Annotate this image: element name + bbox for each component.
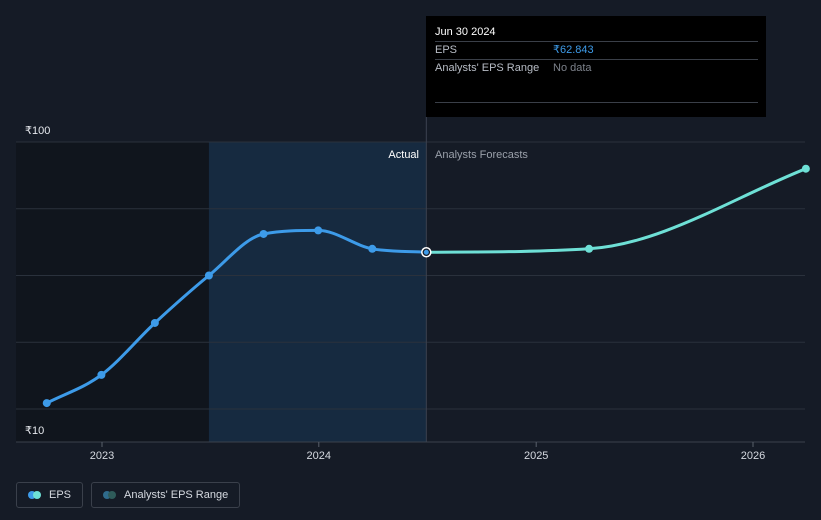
eps-forecast-line <box>424 167 808 254</box>
eps-line <box>45 228 428 405</box>
chart-shading <box>16 142 427 442</box>
eps-point-current-core <box>423 249 429 255</box>
x-tick-label: 2026 <box>741 450 765 462</box>
legend-eps-range[interactable]: Analysts' EPS Range <box>91 482 241 508</box>
tooltip-range-row: Analysts' EPS Range No data <box>435 59 758 77</box>
eps-point <box>259 229 268 238</box>
eps-swatch-dot-b <box>33 491 41 499</box>
x-axis: 2023 2024 2025 2026 <box>90 442 765 462</box>
eps-point <box>204 271 213 280</box>
eps-swatch-dot-a <box>28 491 36 499</box>
range-swatch-dot-a <box>103 491 112 499</box>
chart-grid <box>16 141 805 443</box>
eps-forecast-point <box>585 244 594 253</box>
forecast-region-label: Analysts Forecasts <box>435 149 528 161</box>
x-tick-label: 2024 <box>307 450 331 462</box>
legend-range-label: Analysts' EPS Range <box>124 489 229 501</box>
tooltip-divider <box>435 102 758 103</box>
range-swatch-icon <box>103 491 117 499</box>
actual-shade <box>208 142 427 442</box>
range-swatch-dot-b <box>108 491 117 499</box>
legend-eps-label: EPS <box>49 489 72 501</box>
eps-point <box>150 318 159 327</box>
y-tick-label-top: ₹100 <box>25 125 50 137</box>
eps-swatch-icon <box>28 491 42 499</box>
eps-point <box>368 244 377 253</box>
eps-point <box>42 399 51 408</box>
legend-eps[interactable]: EPS <box>16 482 84 508</box>
history-shade <box>16 142 209 442</box>
actual-region-label: Actual <box>388 149 419 161</box>
eps-point <box>97 370 106 379</box>
eps-forecast-point <box>801 164 810 173</box>
x-tick-label: 2025 <box>524 450 548 462</box>
tooltip-eps-label: EPS <box>435 44 458 56</box>
tooltip-eps-value: ₹62.843 <box>553 44 594 56</box>
tooltip: Jun 30 2024 EPS ₹62.843 Analysts' EPS Ra… <box>426 16 766 117</box>
tooltip-range-label: Analysts' EPS Range <box>435 62 540 74</box>
legend: EPS Analysts' EPS Range <box>16 482 241 508</box>
y-tick-label-bottom: ₹10 <box>25 425 44 437</box>
tooltip-eps-row: EPS ₹62.843 <box>435 41 758 59</box>
tooltip-date: Jun 30 2024 <box>435 26 496 38</box>
tooltip-range-value: No data <box>553 62 592 74</box>
x-tick-label: 2023 <box>90 450 114 462</box>
series-points <box>42 164 810 408</box>
eps-point <box>314 226 323 235</box>
